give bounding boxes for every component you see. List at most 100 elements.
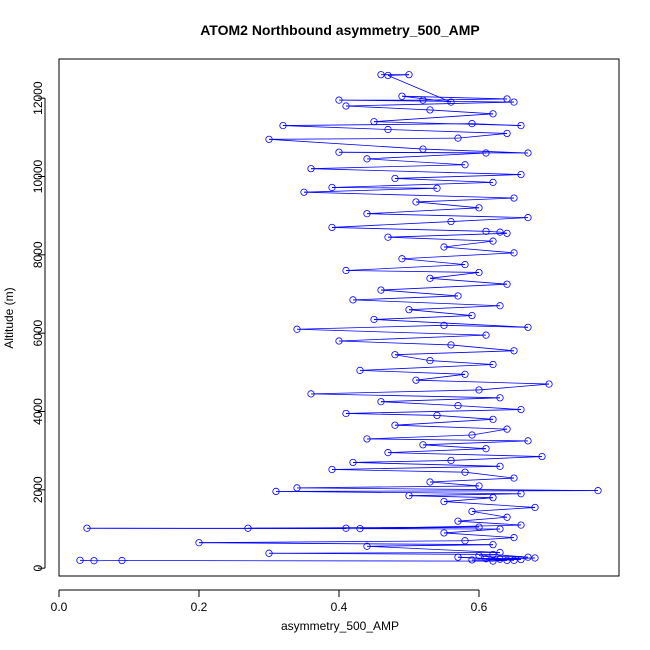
data-point [342,102,350,110]
series-segment [429,109,494,115]
series-segment [457,405,522,410]
series-segment [464,537,515,542]
series-segment [338,340,452,346]
data-point [265,135,273,143]
series-segment [198,540,466,544]
series-segment [422,444,487,450]
data-point [433,184,441,192]
data-point [510,347,518,355]
series-segment [352,460,452,463]
data-point [461,468,469,476]
data-point [454,553,462,561]
series-segment [415,379,550,385]
data-point [503,425,511,433]
data-point [482,555,490,563]
data-point [328,183,336,192]
y-tick-label: 8000 [31,241,45,268]
data-point [384,233,392,241]
data-point [398,255,406,263]
data-point [489,550,497,559]
plot-area [58,58,620,577]
data-point [426,274,434,282]
series-segment [310,164,466,170]
data-point [461,161,469,169]
series-segment [450,456,543,461]
data-point [440,497,448,506]
series-segment [345,105,431,111]
data-point [419,145,427,153]
series-segment [338,151,529,154]
data-point [440,243,448,251]
data-layer [76,71,602,565]
data-point [370,315,378,324]
data-point [489,415,497,423]
data-point [363,155,371,163]
series-segment [387,232,508,238]
series-segment [394,424,508,430]
series-segment [429,272,480,279]
data-point [503,95,511,103]
data-point [426,106,434,114]
series-segment [429,360,494,365]
series-segment [394,350,515,356]
data-point [90,557,98,565]
x-axis-label: asymmetry_500_AMP [281,619,399,633]
series-segment [429,481,480,487]
series-segment [352,295,459,301]
data-point [517,405,525,414]
data-point [342,524,350,532]
data-point [377,398,385,406]
series-segment [359,364,494,371]
series-segment [415,197,515,203]
data-point [517,521,525,529]
data-point [307,390,315,398]
data-point [496,302,504,310]
y-tick-label: 6000 [31,319,45,346]
series-segment [345,270,480,273]
data-point [503,280,511,288]
chart-title: ATOM2 Northbound asymmetry_500_AMP [200,22,480,38]
data-point [405,306,413,314]
data-point [496,394,504,402]
data-point [265,549,273,557]
series-segment [471,428,508,436]
data-point [349,296,357,304]
data-point [468,556,476,564]
data-point [195,539,203,547]
series-segment [366,438,529,442]
data-point [594,487,602,495]
series-segment [303,187,438,193]
series-segment [352,462,501,467]
series-segment [394,418,494,426]
series-segment [457,520,522,526]
series-segment [310,168,522,175]
series-segment [401,258,466,266]
data-point [475,268,483,277]
series-segment [485,230,501,233]
series-segment [310,389,480,395]
data-point [335,337,343,345]
data-point [517,555,525,564]
data-point [475,482,483,490]
data-point [83,524,91,532]
series-segment [366,158,466,166]
series-segment [401,95,452,103]
data-point [503,229,511,237]
data-point [531,554,539,562]
data-point [328,465,336,474]
series-segment [373,121,522,126]
data-point [412,376,420,384]
data-point [342,409,350,418]
data-point [524,437,532,445]
data-point [496,228,504,236]
data-point [510,534,518,542]
data-point [496,548,504,557]
data-point [342,266,350,275]
data-point [482,149,490,157]
y-tick-label: 4000 [31,398,45,425]
series-segment [380,283,508,291]
data-point [489,178,497,186]
data-point [363,435,371,443]
data-point [510,194,518,202]
series-segment [331,227,487,232]
